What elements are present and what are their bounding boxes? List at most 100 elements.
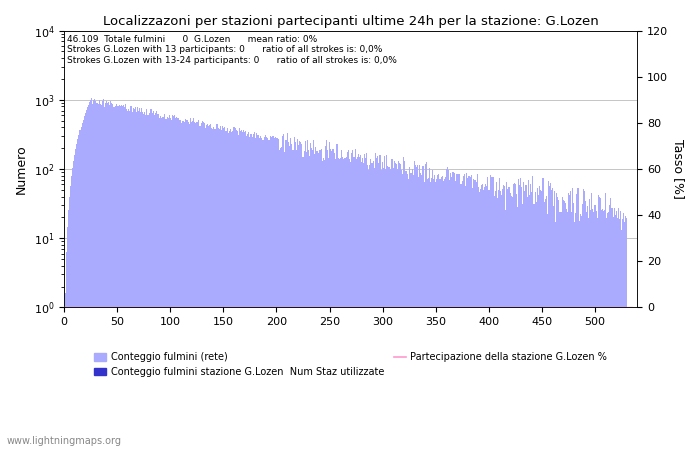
Bar [295,142,296,450]
Bar [196,122,197,450]
Bar [188,122,189,450]
Bar [300,142,302,450]
Bar [585,201,586,450]
Bar [346,157,347,450]
Bar [622,219,623,450]
Bar [364,154,365,450]
Bar [101,105,102,450]
Bar [119,105,120,450]
Bar [623,213,624,450]
Bar [155,113,156,450]
Bar [253,132,255,450]
Bar [84,116,85,450]
Bar [139,108,140,450]
Bar [425,164,426,450]
Bar [156,111,157,450]
Bar [581,216,582,450]
Bar [277,138,278,450]
Bar [524,191,526,450]
Bar [590,210,592,450]
Bar [140,112,141,450]
Bar [278,140,279,450]
Bar [495,192,496,450]
Bar [328,158,329,450]
Bar [185,119,186,450]
Bar [178,118,179,450]
Bar [172,114,173,450]
Bar [522,204,524,450]
Bar [310,143,311,450]
Bar [379,155,380,450]
Bar [565,203,566,450]
Bar [130,106,132,450]
Bar [212,129,214,450]
Bar [226,131,227,450]
Bar [240,131,241,450]
Bar [487,177,489,450]
Bar [231,132,232,450]
Bar [230,129,231,450]
Bar [270,135,271,450]
Bar [286,134,288,450]
Bar [448,170,449,450]
Bar [248,132,249,450]
Bar [415,165,416,450]
Bar [385,169,386,450]
Bar [462,181,463,450]
Bar [97,104,99,450]
Bar [194,122,195,450]
Bar [294,137,295,450]
Bar [618,207,619,450]
Bar [200,123,202,450]
Bar [625,216,626,450]
Bar [120,106,121,450]
Bar [164,114,165,450]
Bar [347,152,348,450]
Bar [308,150,309,450]
Bar [208,126,209,450]
Bar [292,150,293,450]
Bar [389,169,391,450]
Bar [89,102,90,450]
Bar [192,122,193,450]
Bar [452,172,454,450]
Bar [348,150,349,450]
Bar [73,161,74,450]
Bar [424,182,425,450]
Bar [402,174,403,450]
Y-axis label: Tasso [%]: Tasso [%] [672,139,685,199]
Bar [429,168,430,450]
Bar [222,126,223,450]
Bar [470,177,471,450]
Bar [327,150,328,450]
Bar [392,159,393,450]
Bar [534,204,535,450]
Bar [421,175,423,450]
Bar [165,119,167,450]
Bar [498,190,499,450]
Bar [506,182,507,450]
Bar [566,209,567,450]
Bar [417,165,418,450]
Bar [360,155,361,450]
Bar [598,197,600,450]
Bar [482,184,483,450]
Bar [274,138,275,450]
Bar [463,176,464,450]
Bar [510,196,512,450]
Bar [80,126,82,450]
Bar [484,187,485,450]
Bar [428,177,429,450]
Bar [569,195,570,450]
Bar [205,128,206,450]
Bar [93,99,95,450]
Bar [435,182,436,450]
Bar [148,113,150,450]
Bar [66,227,68,450]
Bar [99,104,101,450]
Bar [447,167,448,450]
Bar [549,186,550,450]
Bar [105,103,106,450]
Bar [113,108,115,450]
Bar [354,149,356,450]
